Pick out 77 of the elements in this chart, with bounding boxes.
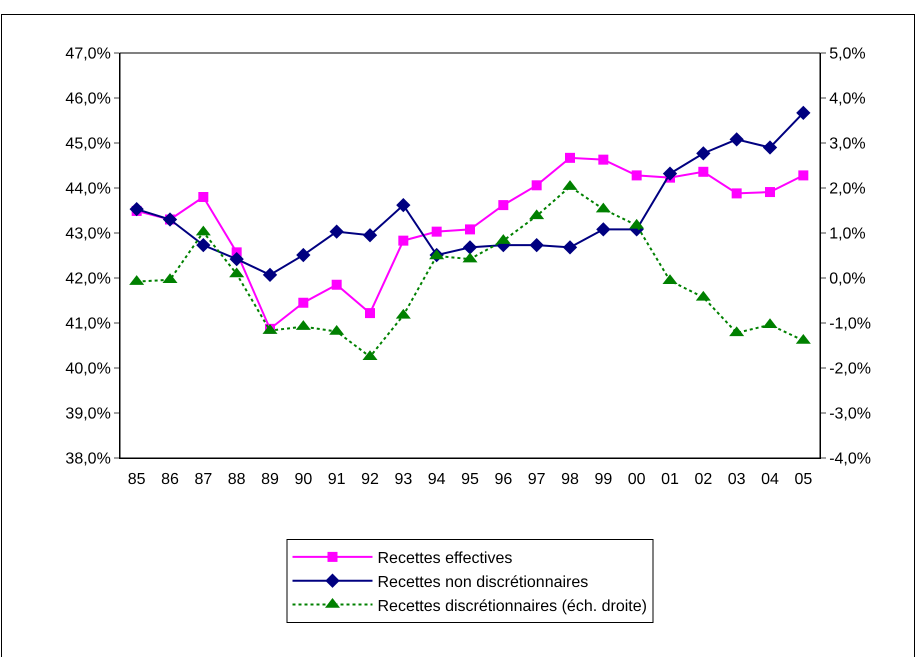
y2-tick-label: 5,0%	[829, 46, 866, 63]
y-tick-label: 42,0%	[65, 270, 111, 288]
point	[330, 224, 344, 239]
x-tick-label: 85	[128, 471, 146, 488]
y-tick-label: 45,0%	[65, 136, 111, 153]
y2-tick-label: -2,0%	[829, 360, 871, 378]
point	[398, 236, 408, 246]
x-tick-label: 99	[594, 471, 612, 488]
y-tick-label: 41,0%	[65, 316, 111, 333]
point	[732, 188, 742, 198]
point	[598, 154, 608, 165]
point	[530, 238, 544, 252]
point	[332, 280, 342, 290]
legend-label: Recettes discrétionnaires (éch. droite)	[378, 598, 647, 615]
point	[396, 198, 410, 212]
x-tick-label: 86	[161, 471, 179, 488]
point	[565, 152, 575, 163]
point	[498, 200, 508, 210]
y-tick-label: 43,0%	[65, 226, 111, 243]
legend-label: Recettes effectives	[378, 550, 512, 568]
x-tick-label: 03	[728, 471, 746, 488]
point	[798, 170, 808, 180]
x-tick-label: 96	[494, 471, 512, 488]
point	[762, 140, 778, 155]
y-tick-label: 38,0%	[65, 450, 111, 468]
x-tick-label: 02	[694, 471, 712, 488]
y-tick-label: 44,0%	[65, 180, 111, 198]
point	[230, 252, 244, 266]
x-tick-label: 00	[628, 471, 646, 488]
point	[365, 308, 375, 318]
point	[196, 238, 210, 252]
point	[796, 106, 810, 120]
point	[765, 187, 775, 198]
x-tick-label: 05	[794, 471, 812, 488]
x-tick-label: 88	[228, 471, 246, 488]
x-tick-label: 94	[428, 471, 446, 488]
x-tick-label: 97	[528, 471, 546, 488]
point	[698, 166, 708, 177]
x-tick-label: 92	[361, 471, 379, 488]
y2-tick-label: -1,0%	[829, 316, 871, 333]
y2-tick-label: 2,0%	[829, 180, 866, 198]
x-tick-label: 87	[194, 471, 212, 488]
y-tick-label: 40,0%	[65, 360, 111, 378]
x-tick-label: 91	[328, 471, 346, 488]
point	[730, 132, 744, 147]
point	[262, 268, 278, 282]
y2-tick-label: -4,0%	[829, 450, 871, 468]
y-tick-label: 47,0%	[65, 46, 111, 63]
x-tick-label: 95	[461, 471, 479, 488]
x-tick-label: 90	[294, 471, 312, 488]
point	[662, 166, 678, 181]
point	[462, 240, 478, 255]
y2-tick-label: 4,0%	[829, 90, 866, 108]
point	[596, 222, 610, 237]
x-tick-label: 01	[661, 471, 679, 488]
x-tick-label: 04	[761, 471, 779, 488]
point	[298, 298, 308, 308]
x-tick-label: 93	[394, 471, 412, 488]
point	[532, 180, 542, 190]
point	[696, 146, 710, 160]
point	[130, 202, 144, 216]
point	[198, 192, 208, 202]
point	[362, 228, 378, 242]
y2-tick-label: 1,0%	[829, 226, 866, 243]
x-tick-label: 98	[561, 471, 579, 488]
y2-tick-label: 0,0%	[829, 270, 866, 288]
y-tick-label: 39,0%	[65, 406, 111, 423]
point	[465, 224, 475, 234]
y2-tick-label: -3,0%	[829, 406, 871, 423]
y-tick-label: 46,0%	[65, 90, 111, 108]
point	[562, 240, 578, 255]
x-tick-label: 89	[261, 471, 279, 488]
point	[296, 248, 310, 262]
y2-tick-label: 3,0%	[829, 136, 866, 153]
point	[432, 226, 442, 237]
legend-label: Recettes non discrétionnaires	[378, 574, 588, 591]
point	[632, 170, 642, 180]
